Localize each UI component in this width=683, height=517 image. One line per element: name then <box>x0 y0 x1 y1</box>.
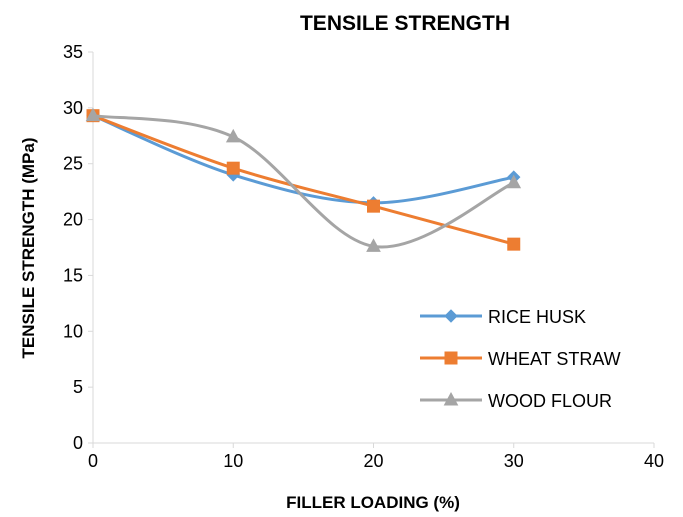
y-tick-label: 0 <box>73 433 83 453</box>
x-tick-labels: 0 10 20 30 40 <box>88 443 664 471</box>
x-tick-label: 30 <box>504 451 524 471</box>
series-line-wood-flour <box>92 114 515 249</box>
legend-label: RICE HUSK <box>488 307 586 327</box>
legend-swatch-marker <box>444 309 458 323</box>
y-tick-label: 5 <box>73 377 83 397</box>
y-axis-title: TENSILE STRENGTH (MPa) <box>19 137 38 358</box>
legend-label: WHEAT STRAW <box>488 349 621 369</box>
data-point-wood-flour <box>225 128 241 143</box>
legend: RICE HUSK WHEAT STRAW WOOD FLOUR <box>420 307 621 411</box>
y-tick-labels: 0 5 10 15 20 25 30 35 <box>63 42 93 453</box>
data-point-wood-flour <box>366 238 381 252</box>
data-point-wheat-straw <box>507 237 521 251</box>
y-tick-label: 25 <box>63 154 83 174</box>
x-tick-label: 40 <box>644 451 664 471</box>
y-tick-label: 35 <box>63 42 83 62</box>
series-wood-flour <box>85 107 522 252</box>
y-tick-label: 30 <box>63 98 83 118</box>
x-tick-label: 20 <box>363 451 383 471</box>
x-axis-title: FILLER LOADING (%) <box>286 493 460 512</box>
y-tick-label: 20 <box>63 210 83 230</box>
series-layer <box>85 107 522 252</box>
x-tick-label: 0 <box>88 451 98 471</box>
y-tick-label: 10 <box>63 321 83 341</box>
data-point-wood-flour <box>506 174 522 189</box>
series-rice-husk <box>86 108 521 210</box>
legend-label: WOOD FLOUR <box>488 391 612 411</box>
data-point-wheat-straw <box>367 199 380 213</box>
data-point-wheat-straw <box>226 161 240 175</box>
legend-swatch-marker <box>444 351 458 365</box>
legend-item-rice-husk: RICE HUSK <box>420 307 586 327</box>
chart-title: TENSILE STRENGTH <box>300 12 510 35</box>
legend-item-wheat-straw: WHEAT STRAW <box>420 349 621 369</box>
series-wheat-straw <box>86 109 521 251</box>
legend-swatch-marker <box>443 391 459 406</box>
legend-item-wood-flour: WOOD FLOUR <box>420 391 612 411</box>
y-tick-label: 15 <box>63 265 83 285</box>
data-point-wood-flour <box>85 107 101 122</box>
series-line-rice-husk <box>92 114 515 205</box>
x-tick-label: 10 <box>223 451 243 471</box>
series-line-wheat-straw <box>92 114 515 246</box>
